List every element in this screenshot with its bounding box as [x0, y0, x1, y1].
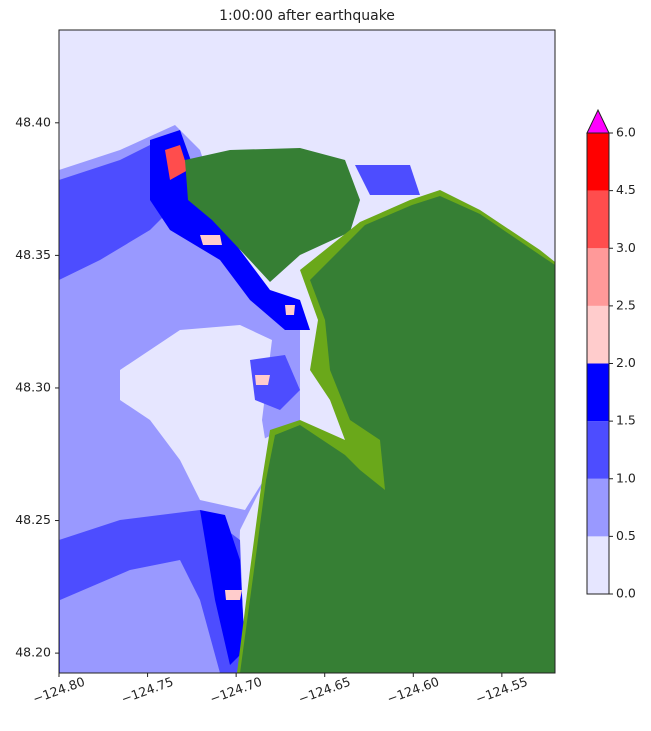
map — [59, 30, 555, 673]
colorbar-segment — [587, 305, 609, 364]
colorbar-tick-label: 0.0 — [616, 586, 636, 601]
land-main — [240, 196, 555, 673]
title: 1:00:00 after earthquake — [219, 8, 395, 24]
y-tick-label: 48.35 — [15, 247, 51, 262]
water-max — [200, 510, 245, 665]
colorbar-segment — [587, 248, 609, 306]
y-tick-label: 48.25 — [15, 512, 51, 527]
y-tick-label: 48.20 — [15, 645, 51, 660]
water-high — [250, 355, 300, 410]
plot-frame — [58, 29, 556, 674]
water-red — [165, 145, 188, 180]
colorbar-segment — [587, 421, 609, 479]
x-tick-label: −124.70 — [208, 674, 264, 707]
x-tick-label: −124.75 — [119, 674, 175, 707]
colorbar-tick-label: 3.0 — [616, 240, 636, 255]
colorbar-segment — [587, 133, 609, 191]
water-calm-patch — [120, 325, 272, 510]
land-island — [185, 148, 360, 282]
water-mid — [60, 560, 220, 673]
colorbar-segment — [587, 363, 609, 422]
colorbar-segment — [587, 536, 609, 594]
x-tick-label: −124.55 — [473, 674, 529, 707]
colorbar-tick-label: 1.5 — [616, 413, 636, 428]
y-tick-label: 48.40 — [15, 114, 51, 129]
colorbar-tick-label: 2.0 — [616, 355, 636, 370]
x-tick-label: −124.60 — [385, 674, 441, 707]
colorbar-tick-label: 0.5 — [616, 528, 636, 543]
colorbar-tick-label: 4.5 — [616, 182, 636, 197]
colorbar-tick-label: 1.0 — [616, 470, 636, 485]
colorbar-segment — [587, 478, 609, 537]
colorbar-tick-label: 2.5 — [616, 297, 636, 312]
colorbar-segment — [587, 190, 609, 249]
water-high — [355, 165, 420, 195]
colorbar-extend — [586, 108, 610, 134]
y-tick-label: 48.30 — [15, 379, 51, 394]
water-high — [59, 140, 180, 280]
x-tick-label: −124.80 — [31, 674, 87, 707]
x-tick-label: −124.65 — [296, 674, 352, 707]
colorbar-tick-label: 6.0 — [616, 125, 636, 140]
